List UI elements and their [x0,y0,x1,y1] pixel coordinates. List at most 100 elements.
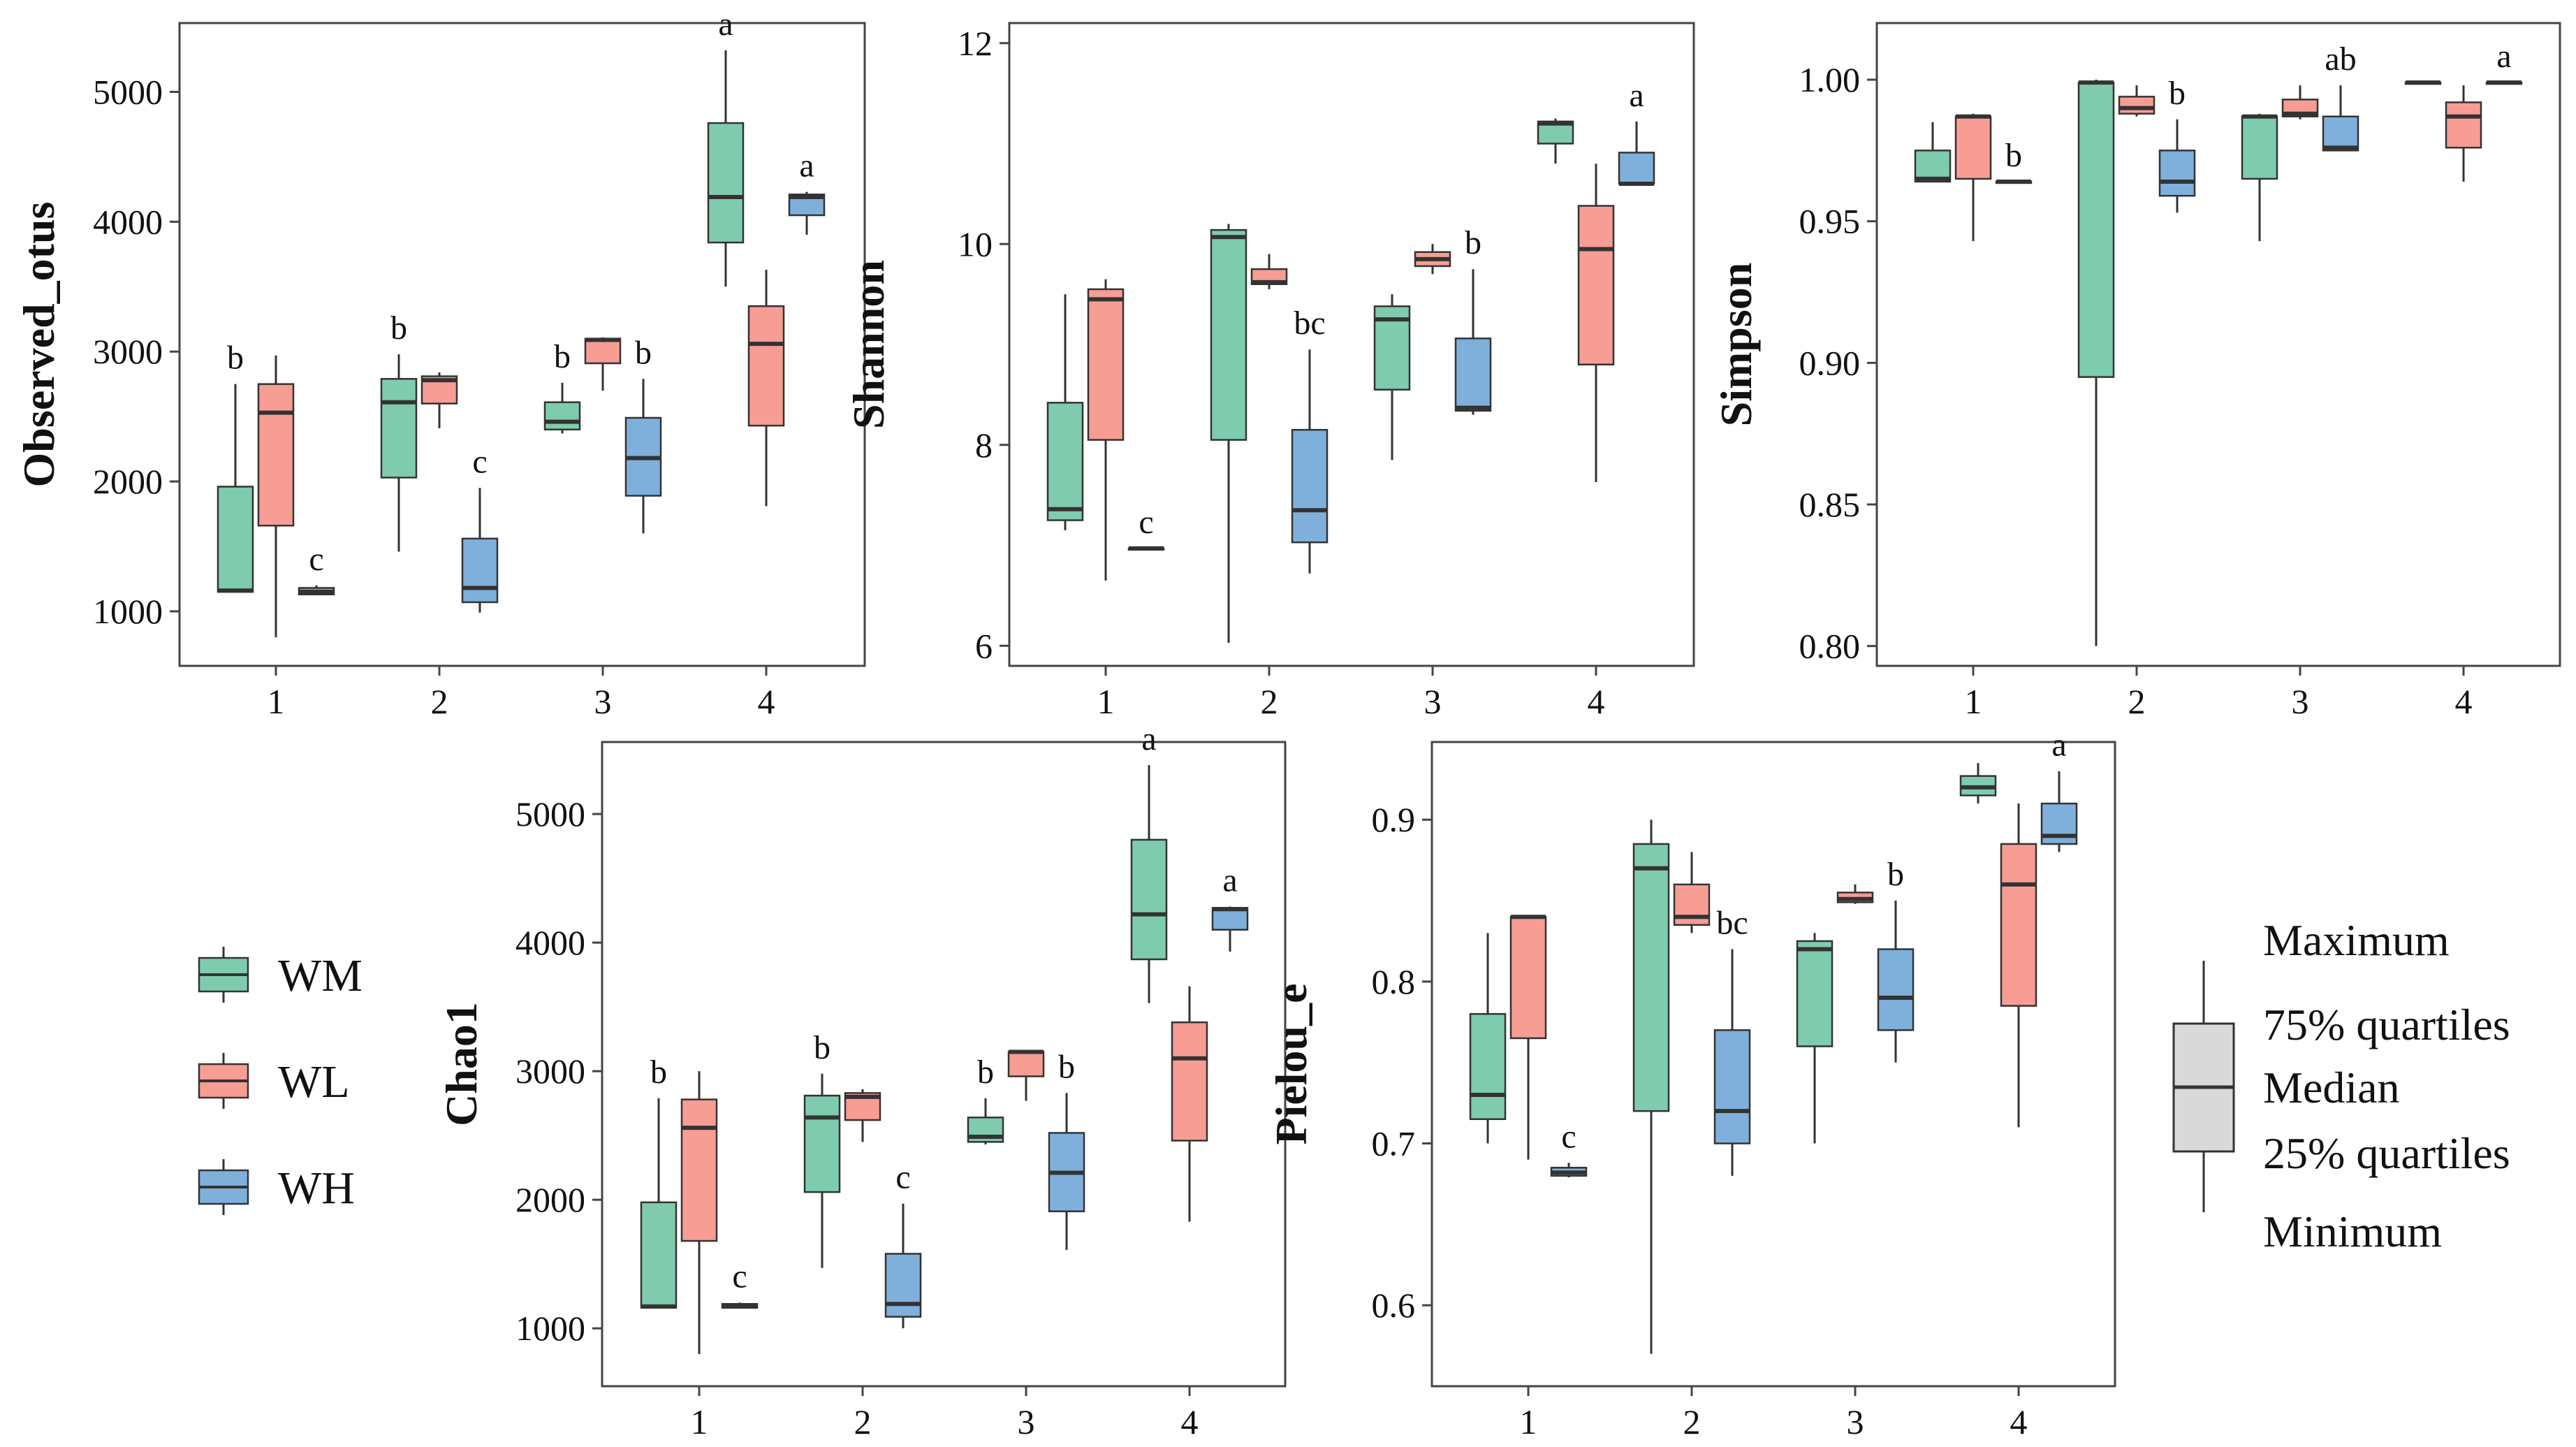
legend-label: WH [278,1163,355,1214]
y-tick-label: 10 [958,224,993,263]
plot-frame [1875,22,2561,667]
box-WH-4 [1618,121,1655,186]
x-tick-label: 4 [2010,1402,2028,1441]
box-WH-4 [2040,771,2078,852]
box-WL-1 [1954,113,1992,242]
box-WH-2 [461,488,499,613]
box-WH-1 [1550,1163,1588,1178]
significance-letter: b [227,340,244,377]
significance-letter: ab [2325,41,2356,78]
box-WM-3 [967,1098,1004,1145]
box-body [1914,150,1952,183]
box-WM-2 [2077,80,2115,646]
box-WM-3 [1796,933,1834,1144]
box-WM-3 [2241,113,2278,242]
box-WH-2 [1713,949,1751,1176]
box-body [747,305,785,427]
box-WH-1 [1127,546,1165,551]
box-body [884,1253,922,1318]
box-body [1007,1051,1045,1077]
key-label: Minimum [2263,1207,2442,1256]
significance-letter: a [2051,727,2066,764]
box-body [707,122,745,244]
box-WL-4 [2445,85,2482,182]
y-tick-label: 0.85 [1799,485,1861,524]
box-WM-2 [803,1073,841,1268]
box-body [680,1098,718,1242]
box-body [1210,228,1247,441]
box-body [1211,907,1249,931]
box-WM-3 [1373,294,1411,460]
significance-letter: c [1139,504,1153,541]
box-WM-1 [1469,933,1507,1144]
box-WL-4 [747,270,785,507]
y-axis-title: Pielou_e [1266,983,1316,1144]
y-tick-label: 5000 [93,73,163,112]
x-tick-label: 4 [758,682,775,721]
box-WL-2 [2118,85,2156,117]
y-tick-label: 0.7 [1372,1124,1416,1163]
significance-letter: b [554,338,571,375]
significance-letter: a [1141,720,1156,757]
box-WH-2 [884,1203,922,1329]
x-tick-label: 2 [1261,682,1278,721]
y-tick-label: 12 [958,24,993,63]
box-body [584,337,622,365]
y-tick-label: 0.80 [1799,627,1861,666]
x-tick-label: 3 [1424,682,1442,721]
group-legend: WM WL WH [198,947,363,1215]
x-tick-label: 2 [431,682,448,721]
box-body [1291,428,1329,544]
y-tick-label: 6 [975,626,993,665]
box-WH-2 [1291,349,1329,574]
box-WM-4 [2404,80,2442,85]
box-WM-2 [1632,820,1670,1354]
box-body [2118,96,2156,115]
box-WM-1 [1914,122,1952,183]
x-tick-label: 1 [1520,1402,1537,1441]
box-body [803,1094,841,1193]
significance-letter: b [650,1054,667,1091]
y-tick-label: 4000 [515,923,585,962]
significance-letter: c [895,1159,910,1196]
y-tick-label: 5000 [515,794,585,834]
box-body [2077,81,2115,378]
significance-letter: bc [1716,905,1748,942]
box-body [1632,843,1670,1112]
box-WL-1 [680,1071,718,1354]
box-body [1046,402,1084,521]
box-WH-2 [2158,119,2196,213]
box-body [543,401,581,430]
box-body [1469,1012,1507,1121]
significance-letter: c [1561,1118,1576,1155]
significance-letter: c [309,541,323,578]
significance-letter: a [2496,38,2511,75]
y-tick-label: 0.9 [1372,800,1416,839]
box-WH-4 [788,191,826,235]
x-tick-label: 4 [1181,1402,1199,1441]
plot-frame [601,741,1287,1388]
box-WH-1 [721,1302,759,1309]
x-tick-label: 3 [1018,1402,1035,1441]
box-WH-3 [1877,901,1915,1063]
key-label: 25% quartiles [2263,1128,2510,1178]
significance-letter: b [814,1029,830,1066]
box-WL-4 [1577,163,1615,482]
x-tick-label: 1 [1965,682,1982,721]
legend-item-WL: WL [198,1053,350,1109]
x-tick-label: 3 [594,682,612,721]
box-body [257,383,295,527]
boxplot-key: Maximum 75% quartiles Median 25% quartiles M… [2172,915,2510,1256]
box-WM-1 [1046,294,1084,530]
y-axis-title: Chao1 [437,1002,486,1126]
significance-letter: b [1058,1048,1075,1085]
box-WM-4 [1959,763,1997,804]
box-body [640,1201,678,1309]
box-body [1877,948,1915,1031]
x-tick-label: 1 [268,682,285,721]
box-WH-4 [2485,80,2523,85]
box-body [1713,1029,1751,1144]
box-body [2158,150,2196,197]
significance-letter: c [472,443,487,480]
significance-letter: a [718,6,733,43]
